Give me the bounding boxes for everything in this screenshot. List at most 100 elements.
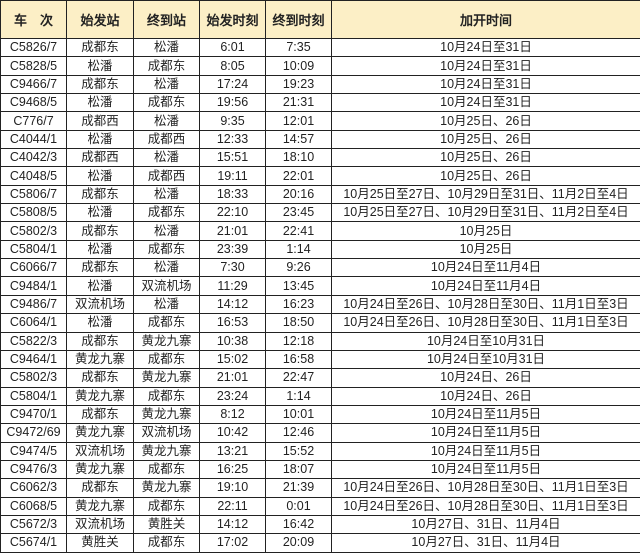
cell-destination: 黄龙九寨 — [134, 442, 200, 460]
cell-run-dates: 10月24日至11月4日 — [332, 277, 640, 295]
cell-train-number: C9470/1 — [1, 405, 67, 423]
cell-depart-time: 13:21 — [200, 442, 266, 460]
cell-origin: 双流机场 — [67, 442, 134, 460]
cell-train-number: C9474/5 — [1, 442, 67, 460]
cell-depart-time: 16:53 — [200, 314, 266, 332]
cell-run-dates: 10月24日至26日、10月28日至30日、11月1日至3日 — [332, 295, 640, 313]
cell-arrive-time: 7:35 — [266, 39, 332, 57]
cell-depart-time: 19:11 — [200, 167, 266, 185]
cell-arrive-time: 13:45 — [266, 277, 332, 295]
cell-destination: 松潘 — [134, 259, 200, 277]
cell-arrive-time: 16:42 — [266, 515, 332, 533]
cell-train-number: C5826/7 — [1, 39, 67, 57]
cell-origin: 松潘 — [67, 57, 134, 75]
cell-train-number: C9484/1 — [1, 277, 67, 295]
cell-destination: 松潘 — [134, 295, 200, 313]
cell-origin: 成都西 — [67, 112, 134, 130]
cell-destination: 成都东 — [134, 240, 200, 258]
cell-destination: 松潘 — [134, 75, 200, 93]
cell-depart-time: 10:42 — [200, 424, 266, 442]
cell-origin: 黄龙九寨 — [67, 387, 134, 405]
cell-train-number: C9472/69 — [1, 424, 67, 442]
cell-arrive-time: 16:58 — [266, 350, 332, 368]
cell-destination: 成都东 — [134, 387, 200, 405]
cell-train-number: C9468/5 — [1, 94, 67, 112]
cell-run-dates: 10月24日至26日、10月28日至30日、11月1日至3日 — [332, 497, 640, 515]
cell-origin: 成都东 — [67, 259, 134, 277]
cell-depart-time: 11:29 — [200, 277, 266, 295]
cell-train-number: C9476/3 — [1, 460, 67, 478]
cell-run-dates: 10月27日、31日、11月4日 — [332, 515, 640, 533]
cell-depart-time: 21:01 — [200, 369, 266, 387]
cell-run-dates: 10月25日 — [332, 222, 640, 240]
cell-destination: 黄龙九寨 — [134, 332, 200, 350]
cell-depart-time: 19:10 — [200, 479, 266, 497]
cell-run-dates: 10月24日至10月31日 — [332, 332, 640, 350]
cell-destination: 成都东 — [134, 314, 200, 332]
cell-train-number: C6062/3 — [1, 479, 67, 497]
cell-run-dates: 10月25日、26日 — [332, 167, 640, 185]
cell-run-dates: 10月24日至31日 — [332, 57, 640, 75]
cell-train-number: C9464/1 — [1, 350, 67, 368]
cell-depart-time: 23:24 — [200, 387, 266, 405]
cell-depart-time: 12:33 — [200, 130, 266, 148]
cell-arrive-time: 18:07 — [266, 460, 332, 478]
cell-train-number: C5822/3 — [1, 332, 67, 350]
cell-destination: 成都西 — [134, 167, 200, 185]
header-train-number: 车 次 — [1, 1, 67, 39]
cell-origin: 松潘 — [67, 94, 134, 112]
cell-origin: 成都东 — [67, 39, 134, 57]
cell-depart-time: 21:01 — [200, 222, 266, 240]
header-destination: 终到站 — [134, 1, 200, 39]
cell-destination: 成都东 — [134, 57, 200, 75]
cell-destination: 松潘 — [134, 112, 200, 130]
cell-arrive-time: 21:31 — [266, 94, 332, 112]
cell-origin: 松潘 — [67, 167, 134, 185]
cell-destination: 黄龙九寨 — [134, 405, 200, 423]
cell-destination: 成都东 — [134, 94, 200, 112]
cell-depart-time: 8:05 — [200, 57, 266, 75]
cell-origin: 松潘 — [67, 277, 134, 295]
cell-arrive-time: 20:09 — [266, 534, 332, 552]
cell-train-number: C5806/7 — [1, 185, 67, 203]
cell-depart-time: 10:38 — [200, 332, 266, 350]
cell-train-number: C5802/3 — [1, 369, 67, 387]
cell-destination: 成都东 — [134, 204, 200, 222]
cell-depart-time: 14:12 — [200, 515, 266, 533]
header-arrive-time: 终到时刻 — [266, 1, 332, 39]
cell-origin: 双流机场 — [67, 515, 134, 533]
cell-run-dates: 10月24日至10月31日 — [332, 350, 640, 368]
cell-run-dates: 10月24日至11月5日 — [332, 442, 640, 460]
cell-train-number: C5828/5 — [1, 57, 67, 75]
cell-destination: 黄胜关 — [134, 515, 200, 533]
cell-arrive-time: 22:01 — [266, 167, 332, 185]
cell-origin: 黄龙九寨 — [67, 424, 134, 442]
cell-origin: 黄龙九寨 — [67, 497, 134, 515]
cell-run-dates: 10月24日、26日 — [332, 369, 640, 387]
cell-run-dates: 10月24日至31日 — [332, 94, 640, 112]
cell-origin: 松潘 — [67, 130, 134, 148]
cell-train-number: C5802/3 — [1, 222, 67, 240]
cell-destination: 成都东 — [134, 534, 200, 552]
cell-arrive-time: 15:52 — [266, 442, 332, 460]
cell-depart-time: 17:02 — [200, 534, 266, 552]
cell-run-dates: 10月24日至26日、10月28日至30日、11月1日至3日 — [332, 479, 640, 497]
cell-destination: 松潘 — [134, 149, 200, 167]
cell-arrive-time: 1:14 — [266, 387, 332, 405]
cell-arrive-time: 18:10 — [266, 149, 332, 167]
cell-train-number: C6064/1 — [1, 314, 67, 332]
header-depart-time: 始发时刻 — [200, 1, 266, 39]
